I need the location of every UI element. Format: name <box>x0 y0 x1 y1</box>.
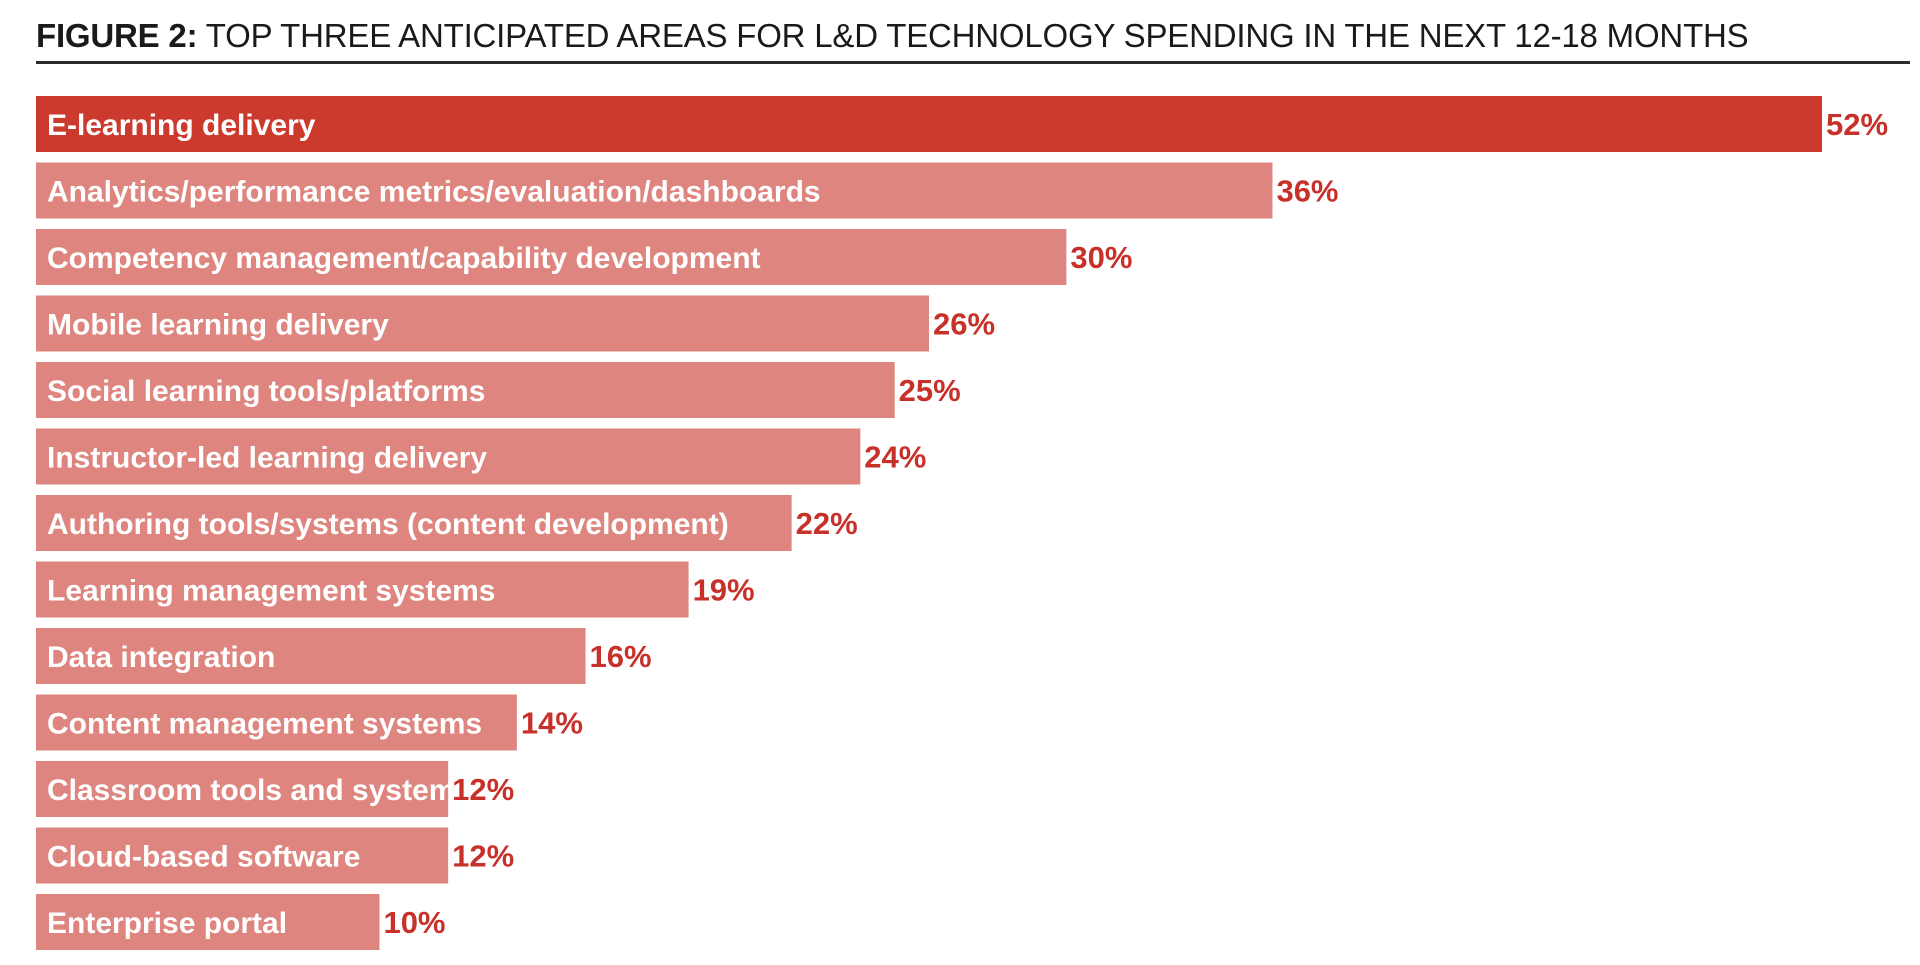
bar-category-label: Enterprise portal <box>47 907 287 940</box>
bar-value-label: 10% <box>383 905 445 940</box>
bar-4 <box>36 362 895 418</box>
bar-value-label: 36% <box>1276 174 1338 209</box>
chart-title: FIGURE 2: TOP THREE ANTICIPATED AREAS FO… <box>36 14 1910 64</box>
bar-value-label: 52% <box>1826 107 1888 142</box>
bar-category-label: E-learning delivery <box>47 109 316 142</box>
bar-category-label: Learning management systems <box>47 575 496 608</box>
bar-9 <box>36 694 517 751</box>
bar-3 <box>36 295 929 352</box>
bar-value-label: 12% <box>452 772 514 807</box>
bar-category-label: Content management systems <box>47 708 482 741</box>
bar-value-label: 24% <box>864 440 926 475</box>
bar-0 <box>36 96 1822 152</box>
bar-value-label: 14% <box>521 706 583 741</box>
bar-category-label: Cloud-based software <box>47 841 360 874</box>
bar-value-label: 26% <box>933 307 995 342</box>
bar-11 <box>36 827 449 884</box>
figure-number: FIGURE 2: <box>36 17 198 54</box>
bar-category-label: Analytics/performance metrics/evaluation… <box>47 176 821 209</box>
bar-category-label: Competency management/capability develop… <box>47 242 761 275</box>
bar-12 <box>36 894 380 950</box>
bar-5 <box>36 428 861 485</box>
bar-value-label: 19% <box>693 573 755 608</box>
bar-category-label: Mobile learning delivery <box>47 309 389 342</box>
bar-value-label: 25% <box>899 373 961 408</box>
bar-1 <box>36 162 1273 219</box>
bar-value-label: 22% <box>796 506 858 541</box>
bar-7 <box>36 561 689 618</box>
figure-title: TOP THREE ANTICIPATED AREAS FOR L&D TECH… <box>197 17 1749 54</box>
bar-category-label: Data integration <box>47 641 275 674</box>
bar-value-label: 16% <box>590 639 652 674</box>
bar-category-label: Authoring tools/systems (content develop… <box>47 508 729 541</box>
bar-category-label: Classroom tools and systems <box>47 774 472 807</box>
bar-category-label: Social learning tools/platforms <box>47 375 485 408</box>
bar-6 <box>36 495 792 551</box>
bar-value-label: 30% <box>1070 240 1132 275</box>
bar-10 <box>36 761 449 817</box>
bar-category-label: Instructor-led learning delivery <box>47 442 487 475</box>
bar-value-label: 12% <box>452 839 514 874</box>
bar-2 <box>36 229 1067 285</box>
bar-8 <box>36 628 586 684</box>
